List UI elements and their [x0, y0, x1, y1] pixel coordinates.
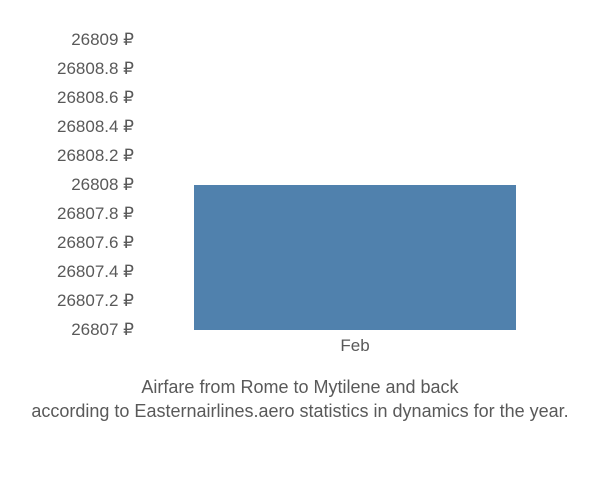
y-tick-label: 26808.8 ₽: [57, 59, 140, 79]
plot-area: 26807 ₽26807.2 ₽26807.4 ₽26807.6 ₽26807.…: [140, 40, 570, 330]
x-tick-label: Feb: [340, 330, 369, 356]
caption-line-2: according to Easternairlines.aero statis…: [0, 399, 600, 423]
y-tick-label: 26807.2 ₽: [57, 291, 140, 311]
chart-caption: Airfare from Rome to Mytilene and back a…: [0, 375, 600, 424]
y-tick-label: 26809 ₽: [71, 30, 140, 50]
caption-line-1: Airfare from Rome to Mytilene and back: [0, 375, 600, 399]
bar: [194, 185, 517, 330]
y-tick-label: 26808.6 ₽: [57, 88, 140, 108]
y-tick-label: 26807.6 ₽: [57, 233, 140, 253]
airfare-chart: 26807 ₽ 26807.2 ₽ 26807.4 ₽ 26807.6 ₽ 26807.…: [0, 0, 600, 500]
y-tick-label: 26808 ₽: [71, 175, 140, 195]
y-tick-label: 26807.4 ₽: [57, 262, 140, 282]
y-tick-label: 26807.8 ₽: [57, 204, 140, 224]
y-tick-label: 26808.4 ₽: [57, 117, 140, 137]
y-tick-label: 26808.2 ₽: [57, 146, 140, 166]
y-tick-label: 26807 ₽: [71, 320, 140, 340]
